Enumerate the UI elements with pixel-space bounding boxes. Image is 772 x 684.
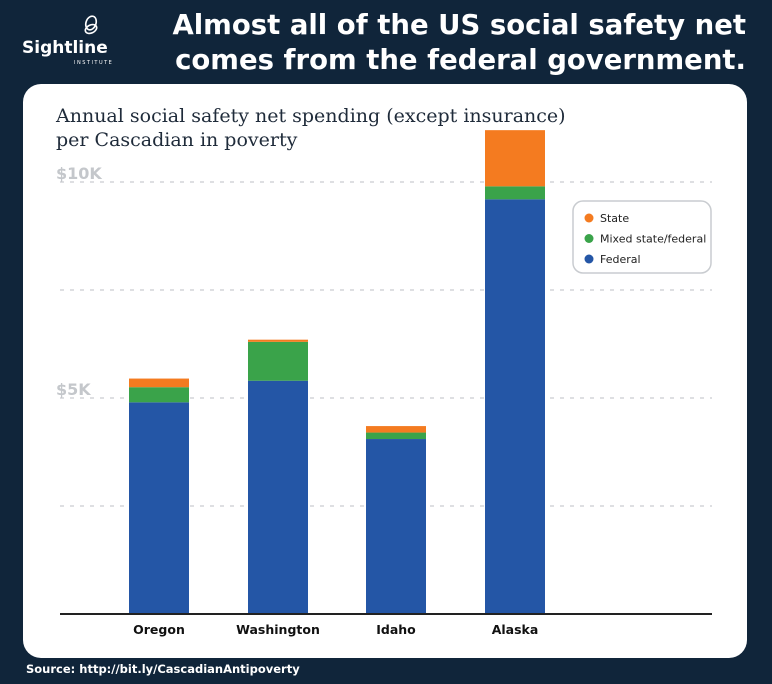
x-tick-label-oregon: Oregon — [133, 622, 185, 637]
bar-idaho-federal — [366, 439, 426, 614]
logo-subtitle: INSTITUTE — [74, 60, 114, 66]
bar-alaska-federal — [485, 199, 545, 614]
x-tick-label-washington: Washington — [236, 622, 320, 637]
sightline-mark-icon — [84, 15, 98, 35]
bar-oregon-mixed-state-federal — [129, 387, 189, 403]
headline-line-1: Almost all of the US social safety net — [172, 9, 746, 41]
bar-alaska-mixed-state-federal — [485, 186, 545, 200]
x-tick-label-idaho: Idaho — [376, 622, 416, 637]
headline-line-2: comes from the federal government. — [175, 44, 746, 76]
legend-label-federal: Federal — [600, 253, 641, 266]
bar-idaho-mixed-state-federal — [366, 432, 426, 440]
legend-marker-federal — [584, 254, 594, 264]
y-tick-label-1: $10K — [56, 164, 102, 183]
chart-title: Annual social safety net spending (excep… — [56, 104, 576, 152]
y-tick-label-0: $5K — [56, 380, 91, 399]
legend-marker-mixed-state-federal — [584, 234, 594, 243]
legend-marker-state — [584, 213, 594, 223]
chart-title-line-2: per Cascadian in poverty — [56, 129, 298, 151]
bar-washington-federal — [248, 380, 308, 614]
logo-name: Sightline — [22, 38, 108, 58]
legend-label-state: State — [600, 212, 629, 225]
legend-box — [572, 200, 712, 274]
stacked-bar-chart: $5K $10K Oregon Washington Idaho Alaska State M… — [56, 130, 712, 637]
bar-washington-state — [248, 339, 308, 342]
chart-title-line-1: Annual social safety net spending (excep… — [56, 105, 566, 127]
bar-washington-mixed-state-federal — [248, 341, 308, 381]
chart-card: Annual social safety net spending (excep… — [23, 84, 747, 658]
bar-idaho-state — [366, 426, 426, 433]
headline: Almost all of the US social safety net c… — [146, 8, 746, 78]
sightline-logo: Sightline INSTITUTE — [22, 14, 132, 70]
bar-oregon-state — [129, 378, 189, 388]
x-tick-label-alaska: Alaska — [492, 622, 539, 637]
bar-oregon-federal — [129, 402, 189, 614]
source-note: Source: http://bit.ly/CascadianAntipover… — [26, 662, 300, 676]
bar-alaska-state — [485, 130, 545, 187]
legend-label-mixed-state-federal: Mixed state/federal — [600, 233, 706, 246]
